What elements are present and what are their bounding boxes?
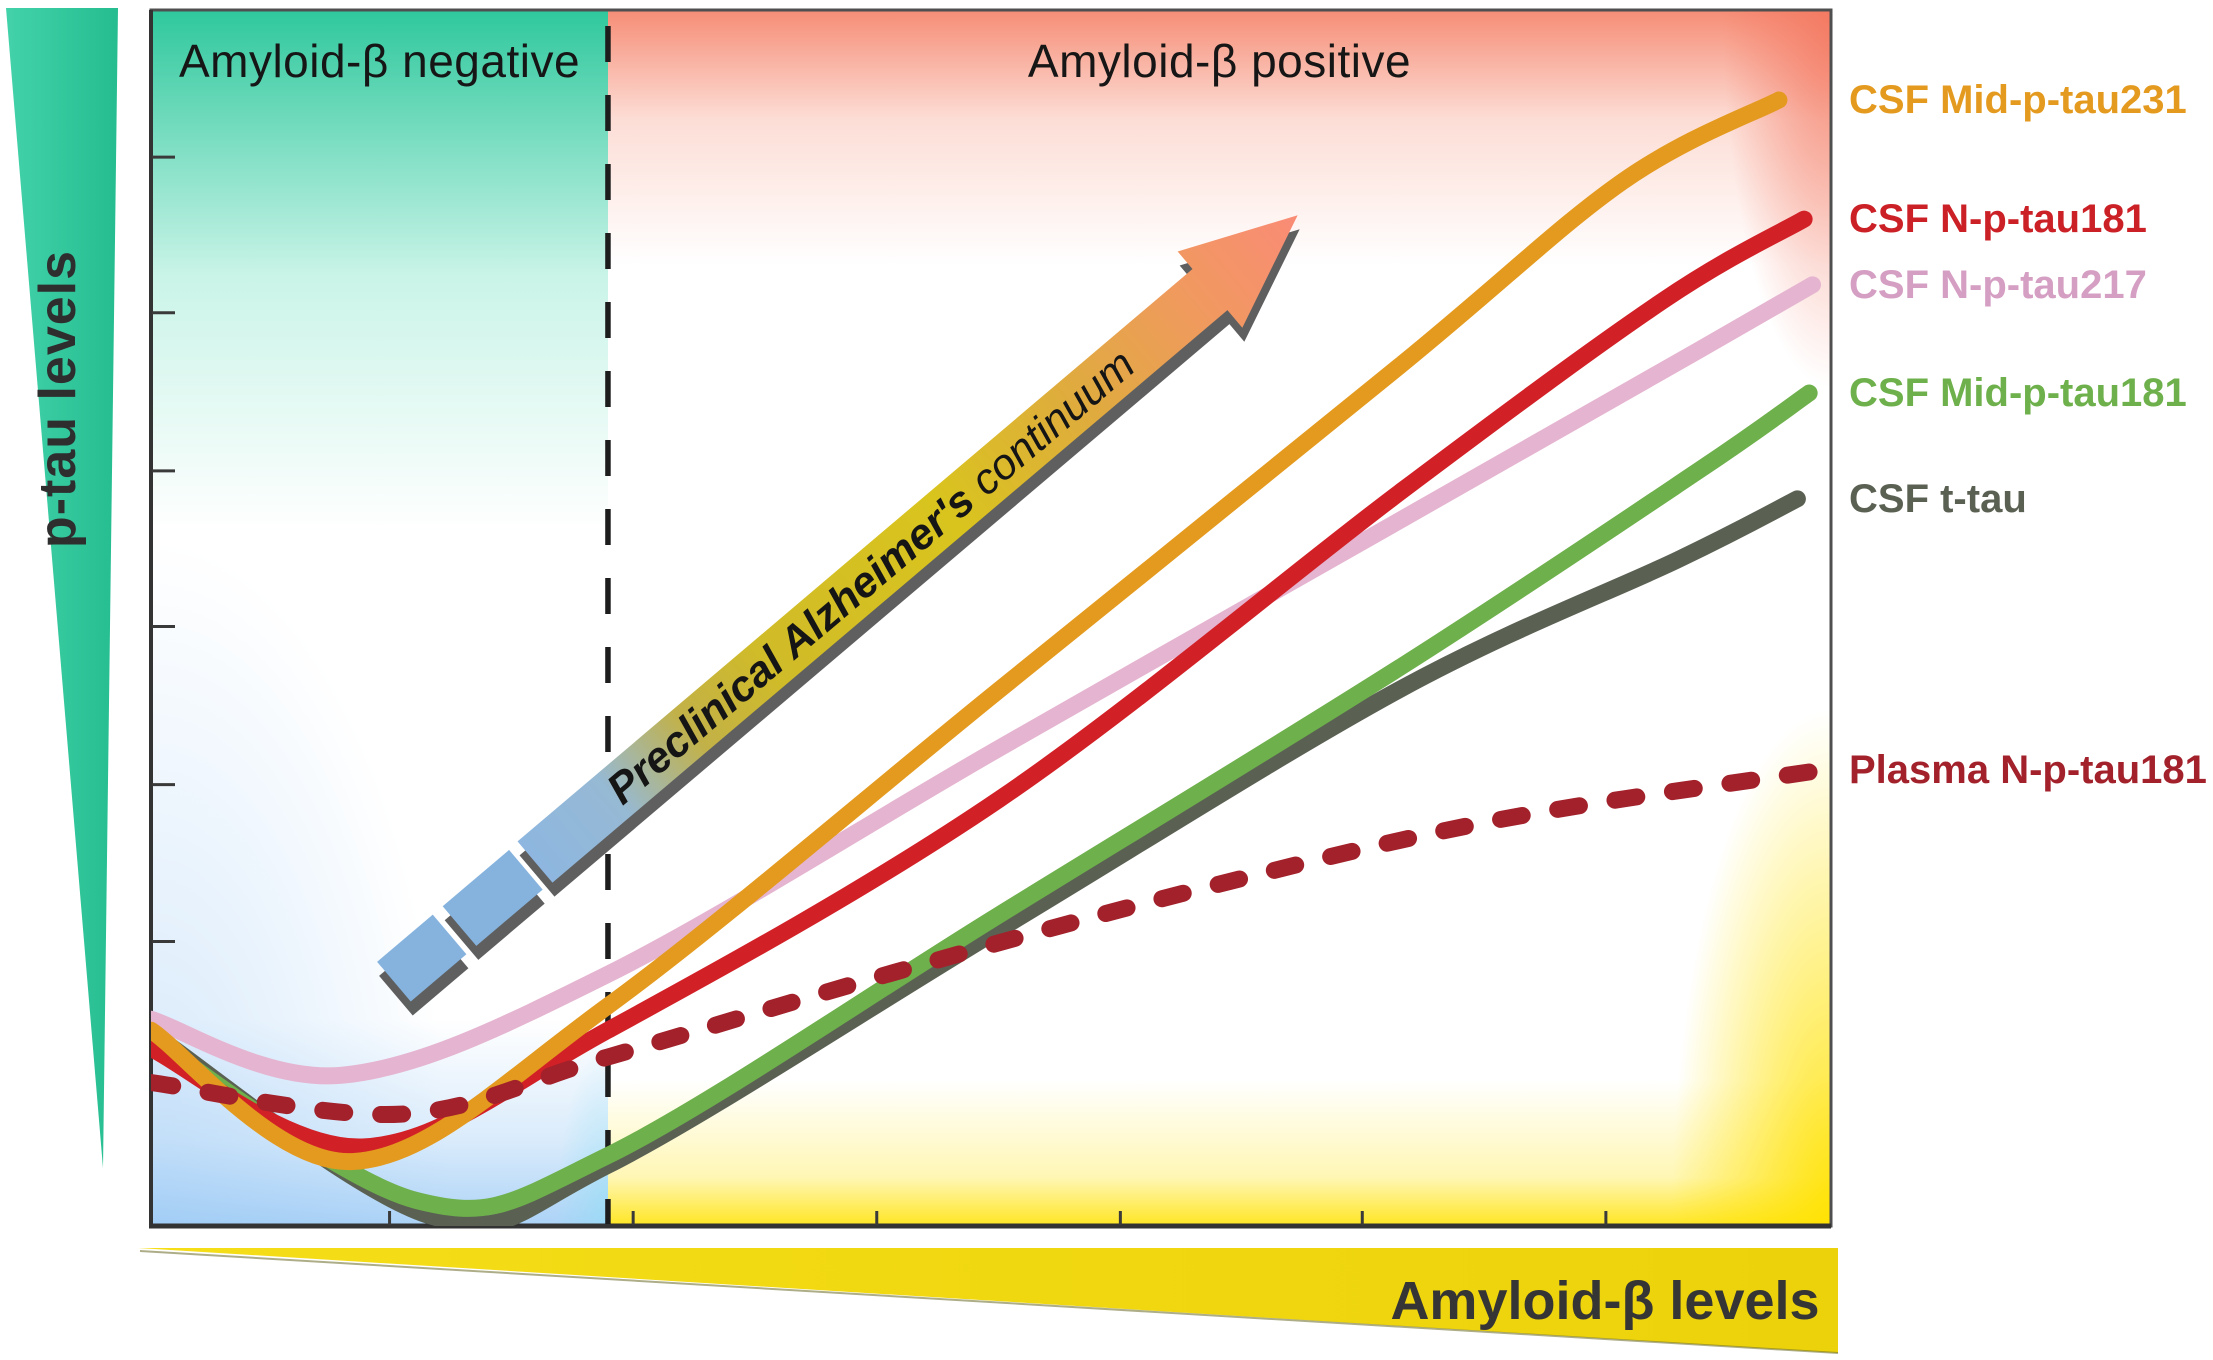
region-label-amyloid-negative: Amyloid-β negative — [178, 35, 581, 87]
region-label-amyloid-positive: Amyloid-β positive — [1027, 35, 1412, 87]
legend-label-CSF N-p-tau181: CSF N-p-tau181 — [1849, 197, 2147, 242]
ptau-axis-wedge — [6, 8, 118, 1168]
curve-CSF Mid-p-tau181 — [151, 384, 1818, 1217]
arrow-tail-dash — [377, 914, 467, 1002]
biomarker-curves — [151, 91, 1831, 1226]
plot-border — [149, 8, 1833, 1228]
y-axis-title: p-tau levels — [29, 249, 87, 549]
amyloid-negative-zone — [151, 10, 608, 1226]
y-axis-ticks — [152, 155, 175, 943]
curve-CSF N-p-tau217 — [151, 276, 1822, 1085]
curve-Plasma N-p-tau181 — [151, 761, 1831, 1124]
legend-label-CSF Mid-p-tau181: CSF Mid-p-tau181 — [1849, 371, 2187, 416]
legend-label-CSF N-p-tau217: CSF N-p-tau217 — [1849, 262, 2147, 307]
arrow-band — [517, 215, 1298, 883]
x-axis-ticks — [388, 1211, 1608, 1225]
amyloid-wedge-edge — [139, 1250, 1839, 1354]
curve-CSF t-tau — [151, 490, 1806, 1226]
curve-CSF Mid-p-tau231 — [151, 91, 1788, 1171]
legend-label-CSF Mid-p-tau231: CSF Mid-p-tau231 — [1849, 77, 2187, 122]
curve-CSF N-p-tau181 — [151, 210, 1813, 1156]
legend-label-Plasma N-p-tau181: Plasma N-p-tau181 — [1849, 748, 2207, 792]
arrow-tail-dash — [442, 849, 543, 946]
legend-label-CSF t-tau: CSF t-tau — [1849, 476, 2027, 521]
continuum-arrow — [377, 215, 1298, 1002]
x-axis-title: Amyloid-β levels — [1390, 1271, 1820, 1331]
